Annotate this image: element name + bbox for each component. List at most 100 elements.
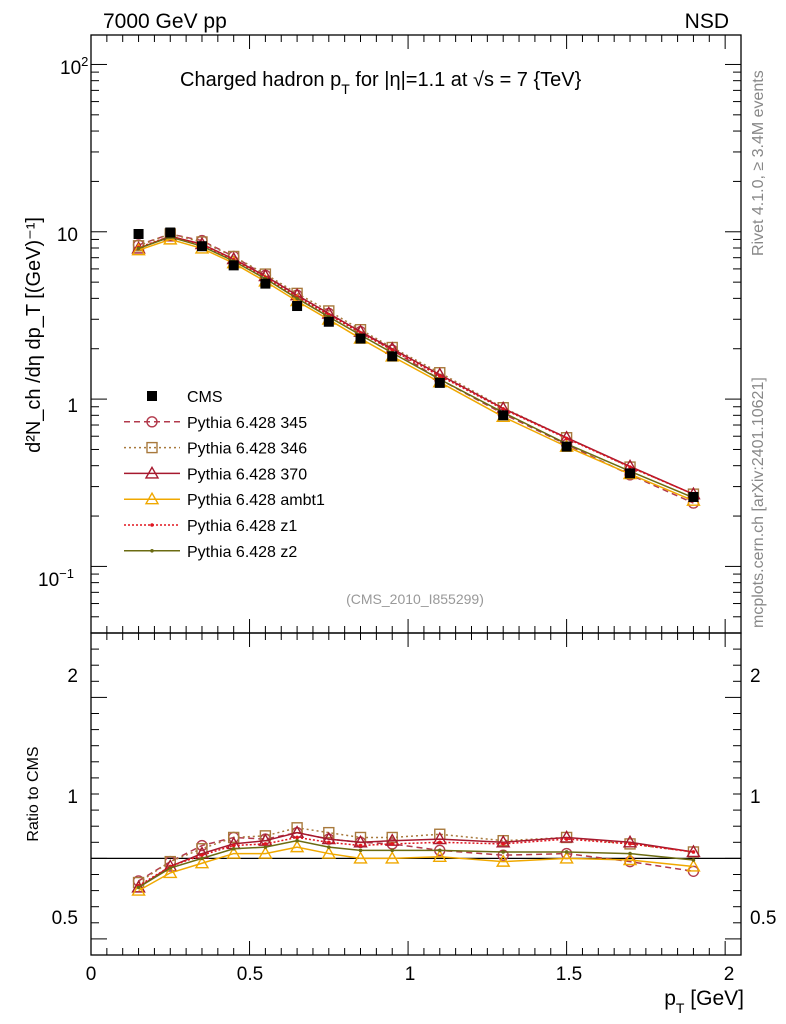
ratio-series-pythia-6.428-ambt1	[131, 839, 701, 896]
cms-data-point	[561, 441, 572, 452]
y-tick-label-100: 102	[60, 54, 88, 79]
mcplots-label: mcplots.cern.ch [arXiv:2401.10621]	[750, 377, 767, 628]
x-tick-label-0.5: 0.5	[237, 964, 263, 985]
ratio-line	[138, 827, 694, 884]
ratio-point	[432, 849, 447, 862]
main-y-tick-labels: 102 10 1 10−1	[38, 54, 88, 591]
legend-marker	[150, 549, 154, 553]
rivet-version-label: Rivet 4.1.0, ≥ 3.4M events	[750, 70, 767, 256]
legend-marker	[144, 465, 160, 479]
ratio-point	[327, 840, 331, 845]
main-series-pythia-6.428-z2	[136, 235, 696, 500]
cms-data-point	[498, 410, 509, 421]
x-tick-label-2: 2	[724, 964, 735, 985]
ratio-series-pythia-6.428-z2	[136, 838, 696, 890]
ratio-point	[564, 850, 569, 854]
ratio-line	[138, 836, 694, 887]
main-point	[390, 348, 395, 352]
ratio-tick-label-1: 1	[67, 787, 78, 808]
ratio-point	[168, 866, 173, 870]
legend-label: Pythia 6.428 z2	[187, 544, 297, 561]
ratio-tick-label-right-2: 2	[750, 666, 761, 687]
ratio-point	[686, 859, 701, 872]
x-axis-label: pT [GeV]	[664, 987, 744, 1016]
ratio-point	[628, 851, 632, 856]
ratio-point	[200, 856, 204, 861]
ratio-point	[131, 879, 146, 893]
plot-title-part1: Charged hadron p	[180, 69, 341, 91]
ratio-series-pythia-6.428-345	[132, 826, 700, 887]
cms-data-point	[625, 468, 636, 479]
ratio-point	[327, 845, 331, 849]
ratio-point	[495, 834, 511, 848]
main-line	[138, 235, 694, 495]
legend-item: Pythia 6.428 ambt1	[124, 491, 325, 509]
ratio-y-axis-label: Ratio to CMS	[25, 746, 42, 841]
cms-data-point	[292, 301, 303, 312]
y-tick-label-1: 1	[67, 396, 78, 417]
main-y-axis-label: d²N_ch /dη dp_T [(GeV)⁻¹]	[23, 217, 45, 453]
ratio-line	[138, 839, 694, 889]
ratio-point	[358, 848, 363, 853]
plot-title-part2: for |η|=1.1 at √s = 7 {TeV}	[350, 69, 582, 91]
plot-title: Charged hadron pT for |η|=1.1 at √s = 7 …	[180, 69, 582, 97]
ratio-point	[131, 883, 146, 896]
ratio-point	[559, 850, 574, 864]
x-tick-label-1.5: 1.5	[556, 964, 582, 985]
ratio-point	[358, 843, 363, 848]
main-point	[501, 407, 505, 411]
main-point	[564, 436, 569, 441]
cms-data-point	[133, 228, 144, 239]
cms-data-point	[228, 260, 239, 271]
legend-item: Pythia 6.428 346	[124, 441, 307, 458]
legend-marker	[150, 523, 154, 527]
legend: CMS Pythia 6.428 345 Pythia 6.428 346 Pythi…	[124, 389, 325, 561]
ratio-tick-labels: 0.5 1 2 0.5 1 2	[52, 666, 777, 929]
legend-label: CMS	[187, 389, 223, 406]
ratio-point	[321, 846, 337, 859]
legend-marker	[144, 491, 160, 505]
cms-data-point	[196, 241, 207, 252]
ratio-point	[564, 837, 569, 841]
cms-data-point	[355, 333, 366, 344]
ratio-point	[323, 826, 335, 839]
cms-data-point	[260, 278, 271, 289]
ratio-panel-frame	[90, 632, 742, 956]
axis-ticks	[90, 35, 741, 956]
ratio-point	[353, 850, 368, 864]
ratio-point	[622, 834, 638, 848]
cms-data-point	[688, 491, 699, 502]
ratio-point	[231, 846, 236, 851]
ratio-point	[691, 850, 696, 854]
legend-marker	[146, 441, 158, 454]
ratio-point	[194, 855, 210, 869]
ratio-point	[258, 846, 273, 859]
main-line	[138, 238, 694, 502]
legend-label: Pythia 6.428 345	[187, 415, 307, 432]
ratio-plot-area	[131, 822, 701, 896]
ratio-line	[138, 831, 694, 889]
x-tick-label-0: 0	[86, 964, 97, 985]
main-point	[131, 242, 146, 256]
main-line	[138, 236, 694, 499]
ratio-point	[289, 839, 305, 853]
legend-item: Pythia 6.428 345	[124, 415, 307, 432]
ratio-point	[390, 842, 395, 846]
ratio-point	[437, 840, 442, 845]
ratio-point	[691, 858, 696, 862]
header-left: 7000 GeV pp	[103, 10, 227, 33]
x-tick-labels: 0 0.5 1 1.5 2	[86, 964, 735, 985]
ratio-tick-label-2: 2	[67, 666, 78, 687]
plot-title-sub: T	[341, 81, 350, 97]
main-point	[628, 465, 632, 469]
ratio-point	[227, 831, 240, 844]
main-point	[136, 246, 141, 251]
cms-data-point	[434, 377, 445, 388]
legend-item: CMS	[147, 389, 223, 406]
legend-item: Pythia 6.428 z2	[124, 544, 297, 561]
ratio-point	[501, 842, 505, 846]
ratio-line	[138, 846, 694, 892]
ratio-point	[390, 848, 395, 853]
x-tick-label-1: 1	[405, 964, 416, 985]
